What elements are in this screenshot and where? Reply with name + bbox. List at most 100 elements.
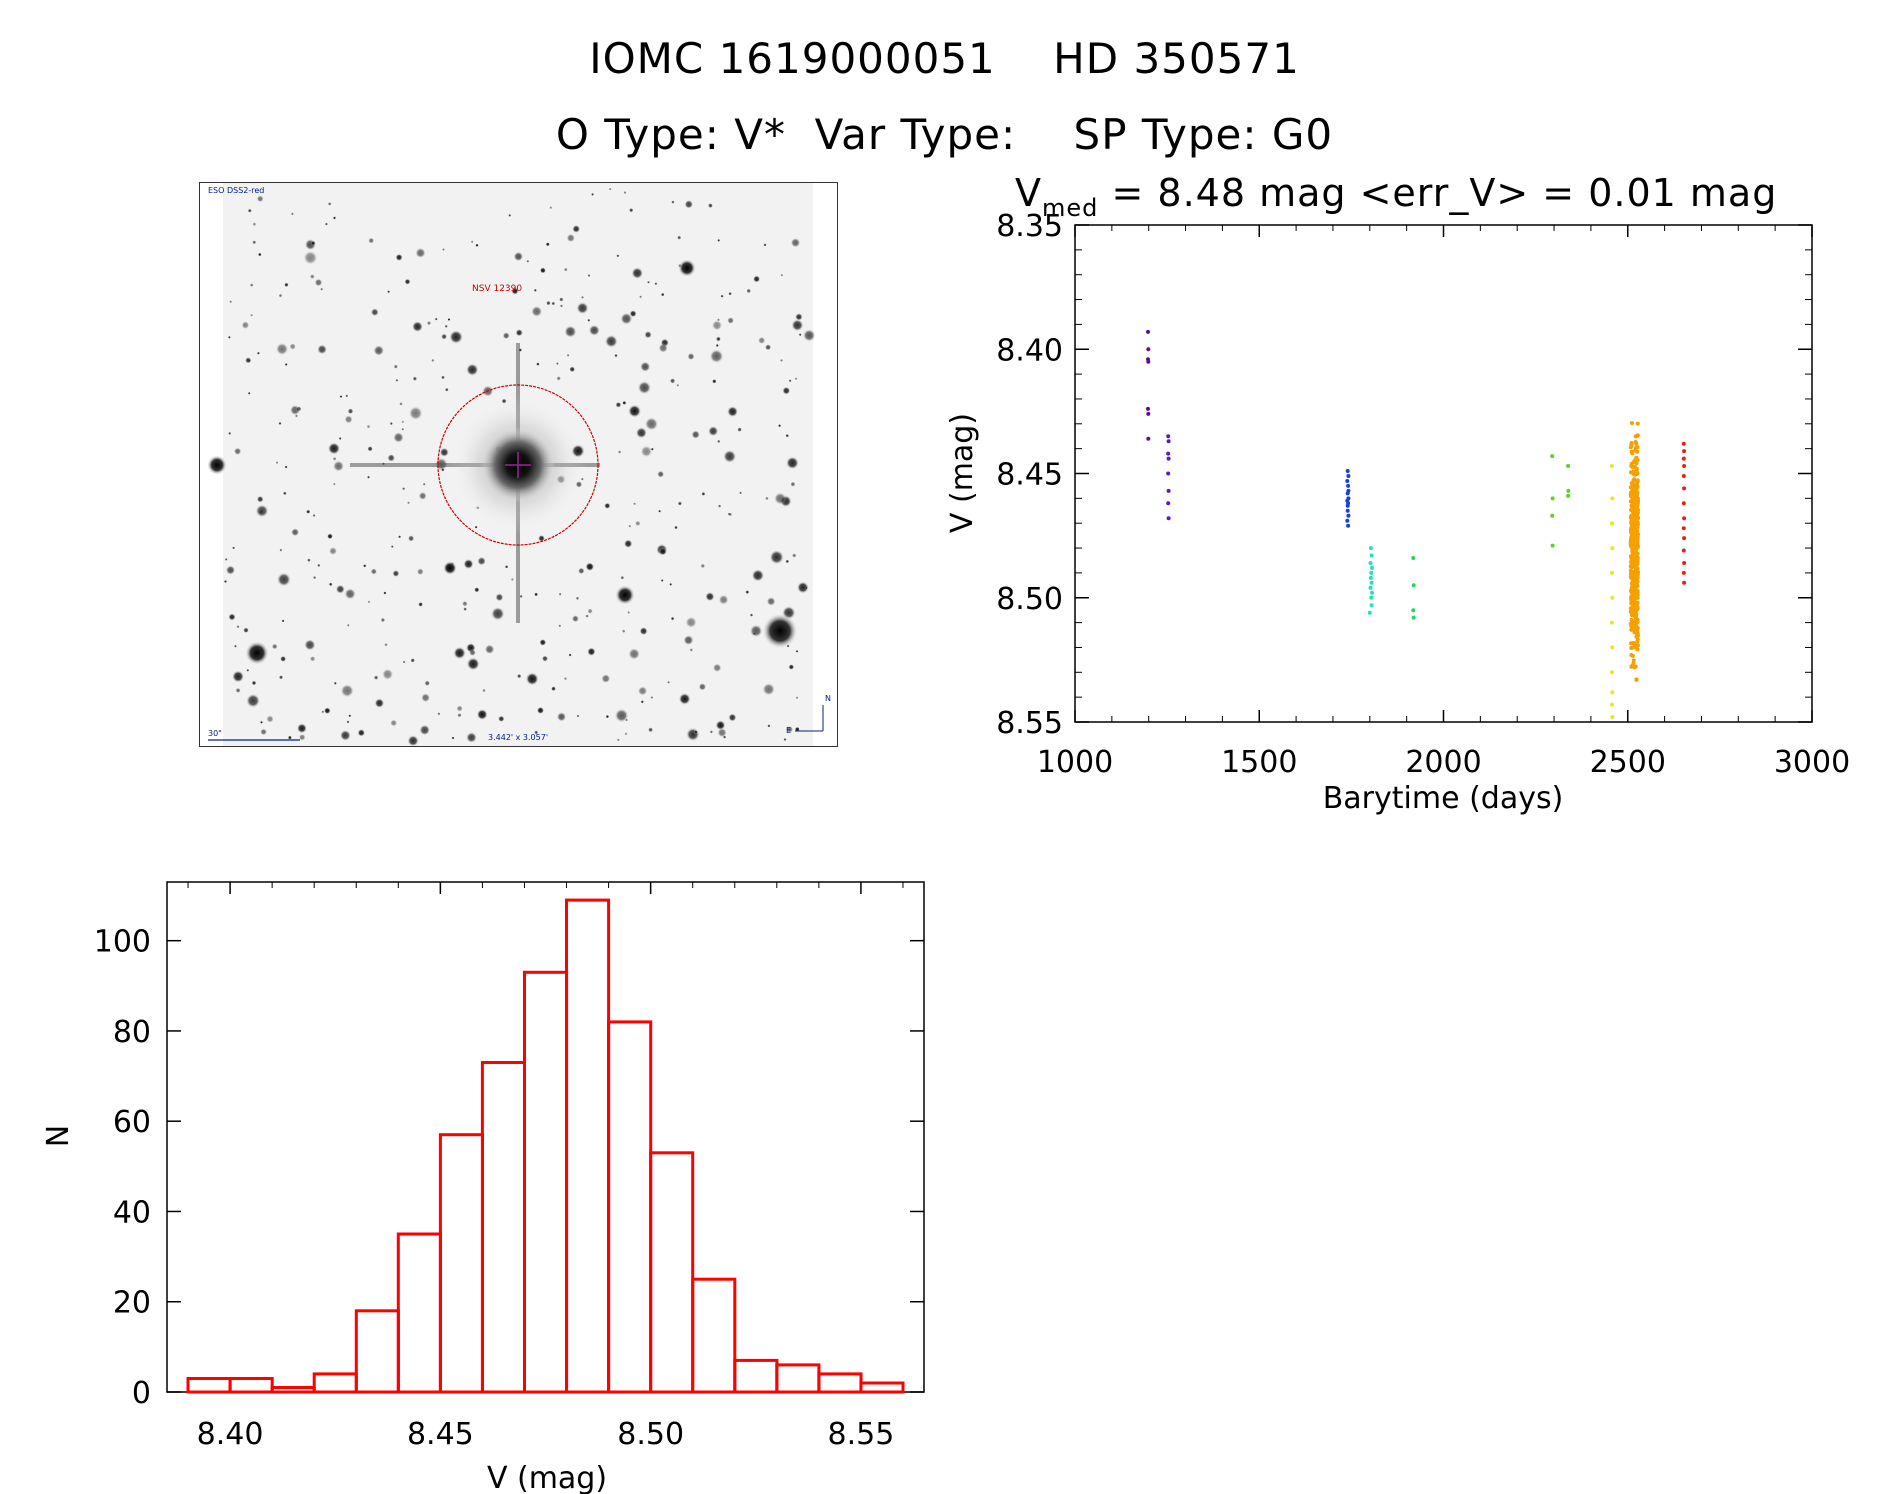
lc-data-point-dense <box>1635 433 1640 438</box>
field-star <box>534 592 539 597</box>
lc-data-point-dense <box>1633 472 1637 477</box>
field-star <box>390 719 398 727</box>
field-star <box>344 588 356 600</box>
field-star <box>227 335 231 339</box>
field-star <box>434 317 438 321</box>
field-star <box>441 468 445 472</box>
field-star <box>705 591 715 602</box>
field-star <box>312 575 317 580</box>
field-star <box>737 427 742 432</box>
field-star <box>746 288 752 294</box>
field-star <box>470 240 474 244</box>
lc-data-point <box>1609 464 1614 468</box>
field-star <box>615 401 622 408</box>
lc-data-point-dense <box>1631 658 1636 663</box>
field-star <box>640 700 644 704</box>
field-star <box>576 301 589 315</box>
field-star <box>790 481 796 487</box>
field-star <box>399 402 403 406</box>
field-star <box>513 251 524 262</box>
field-star <box>568 653 572 657</box>
field-star <box>536 706 545 715</box>
field-star <box>278 293 283 298</box>
lc-data-point <box>1411 615 1416 620</box>
lc-data-point <box>1146 359 1151 364</box>
field-star <box>621 629 626 633</box>
page-title: IOMC 1619000051 HD 350571 <box>589 34 1300 83</box>
lc-data-point <box>1345 503 1350 508</box>
histogram-bar <box>733 1358 779 1394</box>
histogram-bar <box>859 1381 905 1394</box>
field-star <box>549 206 553 210</box>
field-star <box>347 408 354 415</box>
lc-data-point <box>1369 553 1374 558</box>
field-star <box>585 614 589 618</box>
field-star <box>558 592 562 596</box>
field-star <box>284 282 289 288</box>
field-star <box>228 613 236 621</box>
bright-field-star <box>615 585 635 605</box>
field-star <box>667 680 671 684</box>
lc-data-point-dense <box>1633 446 1638 451</box>
field-star <box>620 312 633 325</box>
field-star <box>751 568 765 582</box>
field-star <box>463 607 467 611</box>
lc-data-point <box>1166 451 1171 456</box>
field-star <box>431 358 435 362</box>
lc-data-point <box>1681 570 1686 575</box>
hist-y-tick-label: 60 <box>113 1105 151 1140</box>
field-star <box>538 534 545 542</box>
field-star <box>749 624 763 638</box>
field-star <box>709 730 714 734</box>
field-star <box>346 720 350 724</box>
bright-field-star <box>207 455 227 475</box>
field-star <box>251 680 257 686</box>
hist-x-tick-label: 8.55 <box>828 1417 895 1452</box>
field-star <box>669 378 676 384</box>
field-star <box>791 553 797 558</box>
lc-x-tick-label: 2500 <box>1590 745 1666 780</box>
field-star <box>616 254 620 258</box>
field-star <box>587 318 591 322</box>
field-star <box>296 723 308 734</box>
field-star <box>463 558 474 570</box>
field-star <box>333 681 337 685</box>
field-star <box>407 535 415 542</box>
bright-field-star <box>245 641 269 665</box>
lc-data-point-dense <box>1635 555 1640 560</box>
field-star <box>566 233 576 243</box>
field-star <box>677 501 683 506</box>
field-star <box>233 447 242 456</box>
field-star <box>306 509 311 514</box>
field-star <box>790 237 801 248</box>
field-star <box>780 358 783 362</box>
field-star <box>788 379 792 383</box>
field-star <box>482 688 486 693</box>
lc-data-point-dense <box>1635 619 1640 624</box>
field-star <box>416 568 424 576</box>
lc-data-point <box>1682 486 1687 491</box>
field-star <box>384 642 388 647</box>
star-field <box>207 187 816 746</box>
field-star <box>622 400 627 405</box>
field-star <box>616 738 620 742</box>
lc-data-point <box>1166 488 1171 493</box>
lc-data-point <box>1681 526 1686 531</box>
survey-label: ESO DSS2-red <box>208 186 264 195</box>
field-star <box>232 546 236 550</box>
field-star <box>224 557 228 561</box>
field-star <box>504 565 509 569</box>
histogram-bar <box>775 1363 821 1394</box>
lc-data-point-dense <box>1631 478 1636 483</box>
field-star <box>605 714 610 719</box>
lc-data-point <box>1550 513 1555 518</box>
field-star <box>691 430 701 439</box>
field-star <box>712 379 717 384</box>
lc-data-point-dense <box>1634 572 1638 577</box>
field-star <box>637 686 648 696</box>
bright-field-star <box>443 561 457 575</box>
lc-data-point-dense <box>1630 575 1635 580</box>
field-star <box>424 680 431 687</box>
lc-data-point-dense <box>1634 600 1639 605</box>
field-star <box>715 336 722 342</box>
